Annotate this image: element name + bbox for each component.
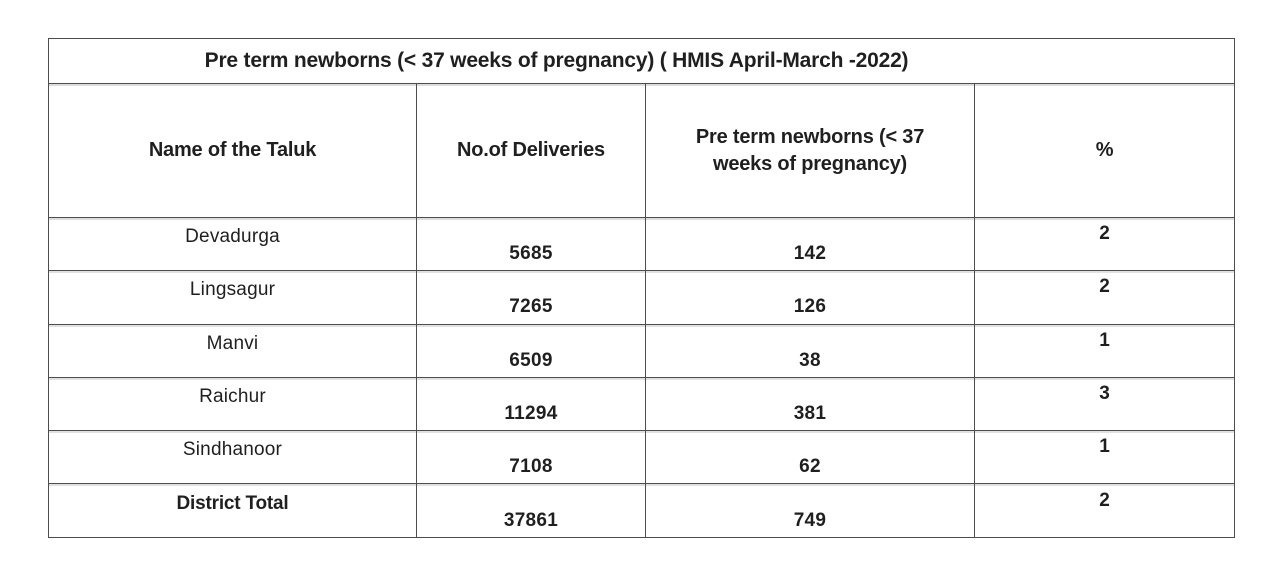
percent-value: 2: [1099, 276, 1110, 298]
taluk-name-cell: Manvi: [49, 324, 417, 377]
taluk-name-cell: Devadurga: [49, 218, 417, 271]
taluk-name: Lingsagur: [189, 279, 276, 301]
table-title-row: Pre term newborns (< 37 weeks of pregnan…: [49, 39, 1234, 84]
header-taluk-label: Name of the Taluk: [148, 139, 317, 161]
table-title: Pre term newborns (< 37 weeks of pregnan…: [204, 49, 909, 72]
taluk-name-cell: Raichur: [49, 377, 417, 431]
table-row: Raichur 11294 381 3: [49, 377, 1234, 432]
deliveries-value: 6509: [509, 349, 553, 371]
preterm-value: 142: [793, 243, 827, 265]
header-deliveries-label: No.of Deliveries: [457, 139, 605, 161]
taluk-name-cell: Sindhanoor: [49, 431, 417, 484]
preterm-cell: 62: [646, 431, 975, 484]
header-percent-label: %: [1095, 139, 1114, 161]
taluk-name: District Total: [176, 493, 289, 515]
preterm-cell: 381: [646, 377, 975, 431]
table-header-row: Name of the Taluk No.of Deliveries Pre t…: [49, 84, 1234, 218]
preterm-cell: 142: [646, 218, 975, 271]
preterm-value: 381: [793, 403, 827, 425]
table-body: Devadurga 5685 142 2 Lingsagur 7265 126 …: [49, 218, 1234, 538]
preterm-cell: 749: [646, 484, 975, 538]
percent-value: 2: [1099, 490, 1110, 512]
taluk-name-cell: District Total: [49, 484, 417, 538]
percent-cell: 3: [975, 378, 1234, 430]
preterm-value: 126: [793, 296, 827, 318]
deliveries-cell: 7265: [417, 271, 646, 324]
table-row: Lingsagur 7265 126 2: [49, 271, 1234, 325]
taluk-name: Devadurga: [185, 226, 280, 248]
deliveries-value: 7108: [509, 456, 553, 478]
percent-cell: 2: [975, 271, 1234, 323]
preterm-cell: 38: [646, 324, 975, 377]
deliveries-cell: 6509: [417, 324, 646, 377]
header-deliveries: No.of Deliveries: [417, 84, 646, 217]
percent-value: 2: [1099, 223, 1110, 245]
taluk-name-cell: Lingsagur: [49, 271, 417, 324]
table-row: Sindhanoor 7108 62 1: [49, 431, 1234, 485]
deliveries-value: 37861: [503, 510, 559, 532]
header-preterm: Pre term newborns (< 37 weeks of pregnan…: [646, 84, 975, 217]
percent-value: 3: [1099, 383, 1110, 405]
header-taluk: Name of the Taluk: [49, 84, 417, 217]
preterm-cell: 126: [646, 271, 975, 324]
percent-cell: 2: [975, 484, 1234, 537]
percent-cell: 1: [975, 325, 1234, 377]
taluk-name: Sindhanoor: [182, 439, 283, 461]
preterm-value: 749: [793, 510, 827, 532]
percent-value: 1: [1099, 436, 1110, 458]
percent-cell: 2: [975, 218, 1234, 270]
table-row: Devadurga 5685 142 2: [49, 218, 1234, 272]
percent-value: 1: [1099, 329, 1110, 351]
preterm-newborns-table: Pre term newborns (< 37 weeks of pregnan…: [48, 38, 1235, 538]
deliveries-cell: 7108: [417, 431, 646, 484]
deliveries-value: 5685: [509, 243, 553, 265]
deliveries-value: 7265: [509, 296, 553, 318]
header-preterm-label: Pre term newborns (< 37 weeks of pregnan…: [695, 125, 925, 175]
preterm-value: 62: [799, 456, 821, 478]
deliveries-cell: 11294: [417, 377, 646, 431]
deliveries-cell: 5685: [417, 218, 646, 271]
header-percent: %: [975, 84, 1234, 217]
deliveries-value: 11294: [504, 403, 558, 425]
preterm-value: 38: [799, 349, 821, 371]
taluk-name: Raichur: [199, 386, 266, 408]
percent-cell: 1: [975, 431, 1234, 483]
taluk-name: Manvi: [206, 332, 259, 354]
table-row: Manvi 6509 38 1: [49, 324, 1234, 378]
deliveries-cell: 37861: [417, 484, 646, 538]
table-row: District Total 37861 749 2: [49, 484, 1234, 538]
